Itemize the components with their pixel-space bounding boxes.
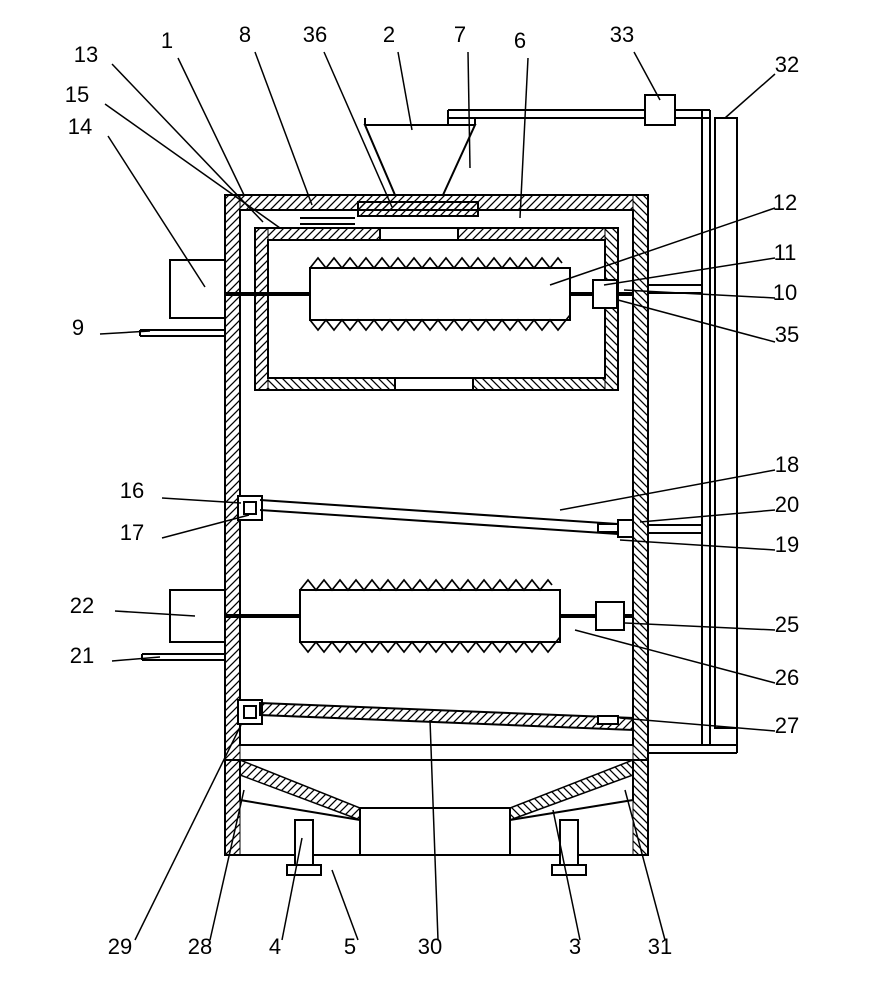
label-35: 35 <box>775 322 799 347</box>
label-15: 15 <box>65 82 89 107</box>
label-25: 25 <box>775 612 799 637</box>
label-22: 22 <box>70 593 94 618</box>
label-7: 7 <box>454 22 466 47</box>
label-17: 17 <box>120 520 144 545</box>
label-2: 2 <box>383 22 395 47</box>
label-36: 36 <box>303 22 327 47</box>
external-pipe <box>448 95 737 753</box>
lead-line <box>398 52 412 130</box>
label-31: 31 <box>648 934 672 959</box>
label-9: 9 <box>72 315 84 340</box>
label-1: 1 <box>161 28 173 53</box>
label-13: 13 <box>74 42 98 67</box>
label-32: 32 <box>775 52 799 77</box>
technical-diagram: 1234567891011121314151617181920212225262… <box>0 0 889 1000</box>
lead-line <box>178 58 244 195</box>
label-21: 21 <box>70 643 94 668</box>
lead-line <box>282 838 302 940</box>
bottom-funnel <box>225 760 648 855</box>
label-29: 29 <box>108 934 132 959</box>
mid-screen <box>238 496 633 537</box>
lead-line <box>105 104 280 228</box>
lead-line <box>108 136 205 287</box>
lead-line <box>112 64 263 222</box>
label-33: 33 <box>610 22 634 47</box>
label-20: 20 <box>775 492 799 517</box>
lead-line <box>575 630 775 683</box>
label-6: 6 <box>514 28 526 53</box>
upper-roller <box>268 258 633 330</box>
label-5: 5 <box>344 934 356 959</box>
label-26: 26 <box>775 665 799 690</box>
label-19: 19 <box>775 532 799 557</box>
label-28: 28 <box>188 934 212 959</box>
label-10: 10 <box>773 280 797 305</box>
lead-line <box>100 331 150 334</box>
label-27: 27 <box>775 713 799 738</box>
plate-36 <box>358 202 478 216</box>
label-18: 18 <box>775 452 799 477</box>
lead-line <box>725 74 775 118</box>
lead-line <box>255 52 312 205</box>
lead-line <box>604 258 775 285</box>
label-16: 16 <box>120 478 144 503</box>
label-4: 4 <box>269 934 281 959</box>
lead-line <box>468 52 470 168</box>
lead-line <box>560 470 775 510</box>
label-12: 12 <box>773 190 797 215</box>
lower-plate <box>238 700 633 730</box>
lower-roller <box>240 580 633 652</box>
upper-left-motor <box>140 260 268 336</box>
label-14: 14 <box>68 114 92 139</box>
lead-line <box>550 208 775 285</box>
label-11: 11 <box>774 240 797 265</box>
lead-line <box>634 52 660 100</box>
label-8: 8 <box>239 22 251 47</box>
lead-line <box>332 870 358 940</box>
lead-line <box>640 510 775 522</box>
